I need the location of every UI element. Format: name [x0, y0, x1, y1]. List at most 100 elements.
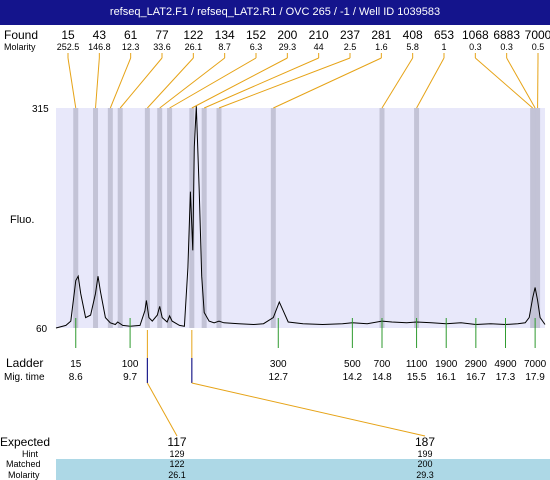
ladder-time-label: 12.7 — [269, 372, 289, 383]
found-molarity-label: 146.8 — [88, 42, 111, 52]
found-molarity-label: 29.3 — [279, 42, 297, 52]
expected-connector — [146, 382, 178, 437]
found-molarity-label: 8.7 — [218, 42, 231, 52]
found-label: Found — [4, 28, 38, 42]
found-molarity-label: 1.6 — [375, 42, 388, 52]
found-connector — [273, 57, 382, 109]
found-molarity-label: 252.5 — [57, 42, 80, 52]
molarity-value: 29.3 — [416, 470, 434, 480]
expected-value: 117 — [167, 435, 186, 449]
found-peak-band — [414, 108, 420, 328]
ladder-time-label: 16.7 — [466, 372, 486, 383]
y-tick-label: 315 — [32, 104, 49, 115]
found-molarity-label: 2.5 — [344, 42, 357, 52]
y-tick-label: 60 — [36, 324, 48, 335]
molarity-bottom-label: Molarity — [8, 470, 40, 480]
y-axis-label: Fluo. — [10, 214, 34, 226]
found-size-label: 408 — [403, 28, 423, 42]
ladder-size-label: 100 — [122, 359, 139, 370]
found-size-label: 200 — [277, 28, 297, 42]
found-connector — [95, 57, 100, 109]
hint-value: 129 — [169, 449, 184, 459]
matched-row-highlight — [56, 459, 550, 469]
found-size-label: 7000 — [525, 28, 550, 42]
molarity-label: Molarity — [4, 42, 36, 52]
found-peak-band — [93, 108, 99, 328]
hint-value: 199 — [417, 449, 432, 459]
found-connector — [191, 57, 288, 109]
found-peak-band — [535, 108, 541, 328]
found-peak-band — [117, 108, 123, 328]
ladder-size-label: 300 — [270, 359, 287, 370]
found-connector — [119, 57, 163, 109]
found-size-label: 237 — [340, 28, 360, 42]
hint-label: Hint — [22, 449, 39, 459]
found-peak-band — [144, 108, 150, 328]
found-peak-band — [167, 108, 173, 328]
ladder-time-label: 17.3 — [496, 372, 516, 383]
ladder-label: Ladder — [6, 356, 43, 370]
found-size-label: 77 — [155, 28, 169, 42]
found-connector — [416, 57, 445, 109]
found-connector — [147, 57, 194, 109]
found-connector — [381, 57, 414, 109]
mig-time-label: Mig. time — [4, 372, 45, 383]
found-size-label: 1068 — [462, 28, 489, 42]
found-peak-band — [73, 108, 79, 328]
found-molarity-label: 33.6 — [153, 42, 171, 52]
expected-value: 187 — [415, 435, 435, 449]
found-size-label: 43 — [93, 28, 107, 42]
found-peak-band — [216, 108, 222, 328]
window-title: refseq_LAT2.F1 / refseq_LAT2.R1 / OVC 26… — [0, 0, 550, 25]
matched-value: 122 — [169, 459, 184, 469]
plot-area — [56, 108, 545, 328]
found-connector — [475, 57, 533, 109]
found-molarity-label: 0.3 — [500, 42, 513, 52]
ladder-size-label: 7000 — [524, 359, 547, 370]
matched-value: 200 — [417, 459, 432, 469]
found-molarity-label: 0.5 — [532, 42, 545, 52]
expected-connector — [191, 382, 426, 437]
found-size-label: 122 — [183, 28, 203, 42]
ladder-size-label: 4900 — [494, 359, 517, 370]
found-size-label: 15 — [61, 28, 75, 42]
found-molarity-label: 44 — [314, 42, 324, 52]
fluorescence-trace — [55, 106, 546, 329]
found-molarity-label: 5.8 — [406, 42, 419, 52]
found-molarity-label: 0.3 — [469, 42, 482, 52]
ladder-size-label: 700 — [374, 359, 391, 370]
ladder-size-label: 500 — [344, 359, 361, 370]
found-peak-band — [157, 108, 163, 328]
found-connector — [67, 57, 77, 109]
found-peak-band — [270, 108, 276, 328]
found-peak-band — [107, 108, 113, 328]
expected-label: Expected — [0, 435, 50, 449]
ladder-size-label: 1900 — [435, 359, 458, 370]
found-connector — [159, 57, 225, 109]
found-size-label: 61 — [124, 28, 138, 42]
molarity-value: 26.1 — [168, 470, 186, 480]
ladder-time-label: 14.8 — [372, 372, 392, 383]
ladder-size-label: 15 — [70, 359, 82, 370]
found-size-label: 134 — [215, 28, 235, 42]
matched-label: Matched — [6, 459, 41, 469]
found-molarity-label: 6.3 — [250, 42, 263, 52]
ladder-time-label: 17.9 — [525, 372, 545, 383]
found-peak-band — [201, 108, 207, 328]
ladder-time-label: 15.5 — [407, 372, 427, 383]
ladder-size-label: 1100 — [406, 359, 428, 370]
found-size-label: 6883 — [493, 28, 520, 42]
found-peak-band — [379, 108, 385, 328]
ladder-time-label: 9.7 — [123, 372, 137, 383]
found-connector — [203, 57, 319, 109]
found-connector — [218, 57, 351, 109]
found-molarity-label: 12.3 — [122, 42, 140, 52]
found-connector — [109, 57, 132, 109]
found-molarity-label: 26.1 — [185, 42, 203, 52]
found-size-label: 210 — [309, 28, 329, 42]
ladder-size-label: 2900 — [465, 359, 488, 370]
found-size-label: 653 — [434, 28, 454, 42]
ladder-time-label: 8.6 — [69, 372, 83, 383]
found-connector — [506, 57, 536, 109]
